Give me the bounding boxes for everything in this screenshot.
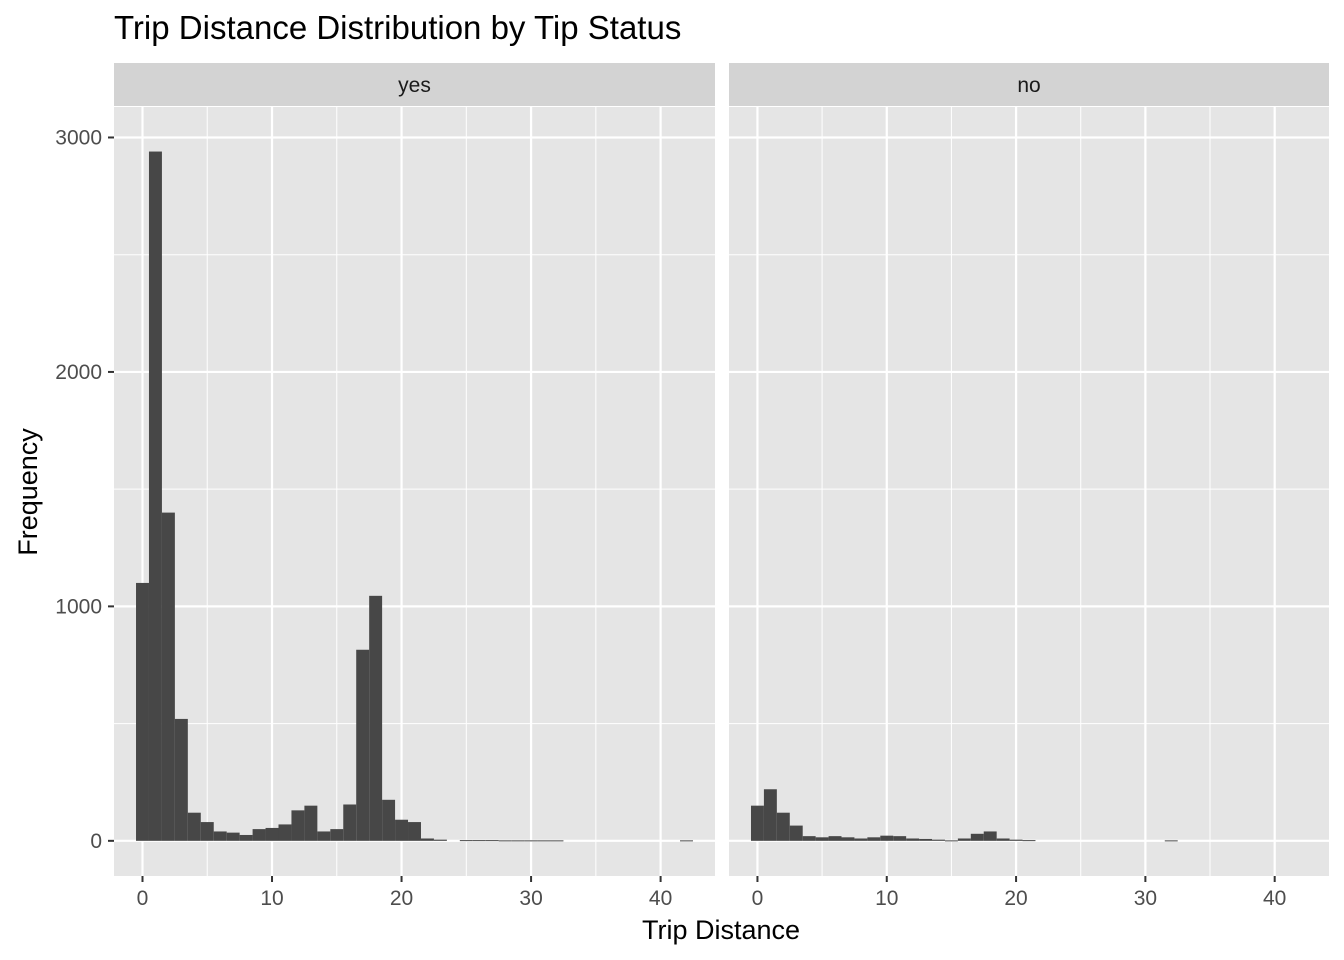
histogram-bar xyxy=(226,832,240,841)
histogram-bar xyxy=(550,840,564,842)
histogram-bar xyxy=(278,824,292,841)
histogram-bar xyxy=(680,840,693,842)
x-tick-label: 0 xyxy=(752,887,764,910)
histogram-bar xyxy=(174,718,188,841)
panel-background xyxy=(114,107,715,876)
y-tick-label: 0 xyxy=(90,830,102,853)
histogram-bar xyxy=(485,840,499,842)
histogram-bar xyxy=(524,840,538,842)
histogram-bar xyxy=(802,836,816,841)
panel-background xyxy=(729,107,1329,876)
histogram-bar xyxy=(789,825,803,841)
histogram-bar xyxy=(330,829,344,841)
histogram-bar xyxy=(1009,839,1023,841)
histogram-bar xyxy=(265,827,279,841)
facet-strip xyxy=(114,63,715,106)
histogram-bar xyxy=(356,649,370,841)
histogram-bar xyxy=(136,582,149,841)
histogram-bar xyxy=(957,838,971,841)
facet-strip-label: yes xyxy=(398,74,431,97)
histogram-bar xyxy=(343,804,357,841)
histogram-bar xyxy=(239,834,253,841)
histogram-bar xyxy=(369,595,383,841)
histogram-bar xyxy=(996,838,1010,841)
histogram-bar xyxy=(1164,840,1178,842)
x-tick-label: 40 xyxy=(649,887,672,910)
histogram-bar xyxy=(893,836,907,841)
x-tick-label: 30 xyxy=(519,887,542,910)
histogram-bar xyxy=(776,812,790,841)
histogram-bar xyxy=(200,822,214,841)
y-tick-label: 2000 xyxy=(55,361,102,384)
histogram-bar xyxy=(932,839,945,841)
x-axis-label: Trip Distance xyxy=(642,915,800,945)
y-tick-label: 3000 xyxy=(55,126,102,149)
x-tick-label: 40 xyxy=(1263,887,1286,910)
histogram-bar xyxy=(970,833,984,841)
histogram-bar xyxy=(854,838,868,841)
histogram-bar xyxy=(213,831,227,841)
histogram-bar xyxy=(252,829,266,841)
y-tick-label: 1000 xyxy=(55,595,102,618)
histogram-bar xyxy=(317,831,331,841)
facet-panel-no: no 0 10 20 30 40 xyxy=(729,63,1329,910)
histogram-bar xyxy=(395,819,409,841)
histogram-bar xyxy=(148,151,162,841)
facet-strip-label: no xyxy=(1017,74,1040,97)
histogram-bar xyxy=(459,840,473,842)
histogram-bar xyxy=(763,789,777,841)
x-tick-label: 20 xyxy=(390,887,413,910)
histogram-bar xyxy=(880,835,894,841)
histogram-bar xyxy=(815,837,829,841)
histogram-bar xyxy=(828,836,842,841)
histogram-bar xyxy=(1022,840,1036,842)
histogram-bar xyxy=(867,837,881,841)
histogram-bar xyxy=(841,837,855,841)
facet-strip xyxy=(729,63,1329,106)
histogram-bar xyxy=(420,838,434,841)
x-tick-label: 10 xyxy=(875,887,898,910)
x-tick-label: 0 xyxy=(137,887,149,910)
histogram-bar xyxy=(983,831,997,841)
histogram-bar xyxy=(382,799,396,841)
chart-title: Trip Distance Distribution by Tip Status xyxy=(114,9,681,46)
facet-panel-yes: yes 0 10 20 30 40 0 1000 2000 3000 xyxy=(55,63,715,910)
x-tick-label: 20 xyxy=(1004,887,1027,910)
facets-layer: yes 0 10 20 30 40 0 1000 2000 3000 no 0 10 20 30 40 xyxy=(55,63,1329,910)
histogram-bar xyxy=(906,838,920,841)
histogram-bar xyxy=(304,805,318,841)
y-axis-label: Frequency xyxy=(13,428,43,556)
histogram-bar xyxy=(537,840,551,842)
histogram-bar xyxy=(187,812,201,841)
histogram-bar xyxy=(291,810,305,841)
histogram-bar xyxy=(498,840,512,842)
x-tick-label: 30 xyxy=(1134,887,1157,910)
histogram-bar xyxy=(472,840,486,842)
x-tick-label: 10 xyxy=(260,887,283,910)
histogram-bar xyxy=(433,839,447,841)
histogram-bar xyxy=(919,838,933,841)
histogram-bar xyxy=(161,512,175,841)
histogram-bar xyxy=(944,840,958,842)
histogram-bar xyxy=(750,805,764,841)
histogram-bar xyxy=(511,840,525,842)
histogram-bar xyxy=(408,822,421,841)
